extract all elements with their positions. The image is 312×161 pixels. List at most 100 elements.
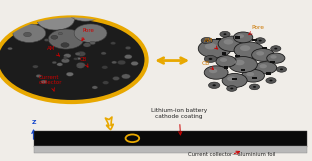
Circle shape [209,58,212,60]
Circle shape [220,31,230,37]
Circle shape [235,60,245,65]
Circle shape [92,86,98,89]
Circle shape [230,88,233,89]
Circle shape [20,0,63,12]
Circle shape [58,32,62,35]
Circle shape [61,43,69,47]
Circle shape [253,86,256,88]
Circle shape [0,17,147,102]
Circle shape [66,72,73,76]
Circle shape [276,66,287,72]
Text: X: X [47,141,52,146]
Circle shape [13,24,46,42]
Circle shape [68,2,102,21]
Circle shape [198,39,231,58]
Bar [34,146,307,153]
Circle shape [240,45,250,51]
Bar [224,66,228,69]
Text: CB: CB [80,57,88,67]
Circle shape [270,80,272,81]
Circle shape [112,61,117,64]
Bar [235,55,240,57]
Circle shape [52,61,57,64]
Text: AM: AM [47,46,59,56]
Circle shape [51,35,58,39]
Circle shape [90,41,95,45]
Circle shape [122,74,130,79]
Circle shape [101,52,106,55]
Bar [232,78,237,80]
Circle shape [76,51,86,56]
Circle shape [259,40,262,42]
Circle shape [124,55,132,59]
Circle shape [50,0,90,5]
Circle shape [131,61,138,66]
Circle shape [255,38,265,43]
Circle shape [256,51,264,56]
Bar [262,47,267,49]
Circle shape [212,84,216,86]
Circle shape [255,62,277,74]
Circle shape [249,84,260,90]
Text: Lithium-ion battery
cathode coating: Lithium-ion battery cathode coating [151,108,207,135]
Circle shape [274,48,277,49]
Circle shape [218,36,246,52]
Circle shape [259,64,267,68]
Text: Pore: Pore [82,28,95,41]
Bar [241,69,246,71]
Text: Current
collector: Current collector [39,75,62,91]
Circle shape [229,57,257,72]
Circle shape [64,54,71,58]
Text: CB: CB [202,61,213,70]
Circle shape [23,32,32,37]
Circle shape [222,73,247,88]
Circle shape [57,63,63,66]
Circle shape [234,42,264,58]
Text: AM: AM [204,38,217,49]
Bar [266,72,271,75]
Circle shape [125,46,131,49]
Circle shape [233,32,253,43]
Circle shape [208,82,220,89]
Bar [252,38,257,41]
Circle shape [61,58,70,63]
Circle shape [89,0,120,12]
Circle shape [271,46,281,52]
Circle shape [224,39,233,45]
Circle shape [76,64,84,68]
Circle shape [117,60,126,65]
Circle shape [32,65,38,68]
Bar [222,52,227,55]
Circle shape [205,43,217,49]
Bar [270,61,275,63]
Circle shape [271,55,277,59]
Circle shape [246,72,254,76]
Circle shape [220,58,227,62]
Circle shape [77,57,81,60]
Circle shape [48,29,84,49]
Circle shape [252,49,274,61]
Text: Z: Z [31,120,36,125]
Bar [235,36,240,39]
Circle shape [102,81,109,84]
Circle shape [242,69,265,82]
Circle shape [76,62,85,67]
Circle shape [204,66,228,79]
Circle shape [209,68,217,73]
Circle shape [280,68,283,70]
Circle shape [237,34,244,38]
Circle shape [113,76,119,80]
Circle shape [41,80,47,84]
Circle shape [266,78,276,83]
Circle shape [44,39,49,41]
Circle shape [2,0,36,17]
Circle shape [63,57,67,59]
Text: Pore: Pore [248,25,265,35]
Bar [217,38,221,40]
Text: Current collector—aluminium foil: Current collector—aluminium foil [188,151,275,157]
Circle shape [267,53,285,63]
Circle shape [223,33,227,35]
Circle shape [37,9,74,30]
Circle shape [74,24,107,42]
Circle shape [110,42,116,45]
